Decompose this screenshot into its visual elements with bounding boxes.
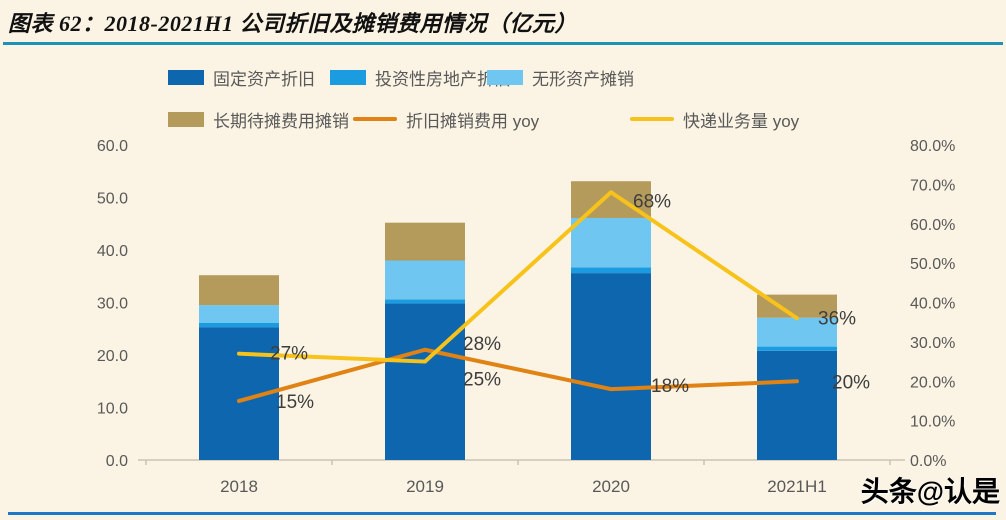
legend-item-investment-property-depreciation: 投资性房地产折旧 xyxy=(330,66,511,89)
point-value-label: 25% xyxy=(463,370,501,391)
point-value-label: 68% xyxy=(633,191,671,212)
axis-labels: 0.0 10.0 20.0 30.0 40.0 50.0 60.0 0.0% 10.0% 20.0… xyxy=(97,138,956,470)
legend-swatch-icon xyxy=(168,69,204,85)
right-axis-tick: 40.0% xyxy=(910,296,955,313)
legend-line-icon xyxy=(353,117,397,121)
legend-label: 长期待摊费用摊销 xyxy=(213,111,349,131)
figure-title: 图表 62：2018-2021H1 公司折旧及摊销费用情况（亿元） xyxy=(8,11,577,36)
legend-label: 无形资产摊销 xyxy=(532,69,634,89)
right-axis-tick: 10.0% xyxy=(910,414,955,431)
legend-item-parcel-volume-yoy: 快递业务量 yoy xyxy=(630,108,800,131)
legend-item-da-expense-yoy: 折旧摊销费用 yoy xyxy=(353,108,540,131)
bar-segment xyxy=(199,275,279,306)
chart-legend: 固定资产折旧 投资性房地产折旧 无形资产摊销 长期待摊费用摊销 折旧摊销费用 y… xyxy=(0,58,1006,136)
right-axis-tick: 80.0% xyxy=(910,138,955,155)
right-axis-tick: 60.0% xyxy=(910,217,955,234)
legend-label: 快递业务量 yoy xyxy=(683,111,800,131)
right-axis-tick: 20.0% xyxy=(910,374,955,391)
right-axis-tick: 30.0% xyxy=(910,335,955,352)
legend-swatch-icon xyxy=(168,111,204,127)
left-axis-tick: 50.0 xyxy=(97,191,128,208)
right-axis-tick: 0.0% xyxy=(910,453,946,470)
legend-item-intangible-asset-amortization: 无形资产摊销 xyxy=(487,66,634,89)
stacked-bars xyxy=(199,181,837,460)
legend-label: 折旧摊销费用 yoy xyxy=(406,111,540,131)
legend-item-long-term-deferred-amortization: 长期待摊费用摊销 xyxy=(168,108,349,131)
point-value-label: 27% xyxy=(270,344,308,365)
bar-segment xyxy=(199,322,279,328)
legend-swatch-icon xyxy=(330,69,366,85)
legend-label: 固定资产折旧 xyxy=(213,69,315,89)
left-axis-tick: 40.0 xyxy=(97,243,128,260)
line-series-1 xyxy=(237,190,799,364)
bar-segment xyxy=(757,346,837,351)
bar-segment xyxy=(571,273,651,460)
bottom-divider xyxy=(8,512,996,515)
left-axis-tick: 10.0 xyxy=(97,401,128,418)
bar-segment xyxy=(757,294,837,318)
x-axis-category-label: 2019 xyxy=(406,477,444,496)
legend-swatch-icon xyxy=(487,69,523,85)
right-axis-tick: 70.0% xyxy=(910,177,955,194)
bar-segment xyxy=(385,303,465,460)
point-value-label: 28% xyxy=(463,334,501,355)
x-axis-category-label: 2021H1 xyxy=(767,477,827,496)
bar-segment xyxy=(571,267,651,274)
legend-item-fixed-asset-depreciation: 固定资产折旧 xyxy=(168,66,315,89)
left-axis-tick: 60.0 xyxy=(97,138,128,155)
bar-segment xyxy=(199,305,279,323)
point-value-label: 18% xyxy=(651,376,689,397)
point-value-label: 36% xyxy=(818,308,856,329)
line-series-0 xyxy=(237,347,799,403)
left-axis-tick: 30.0 xyxy=(97,296,128,313)
right-axis-tick: 50.0% xyxy=(910,256,955,273)
bar-segment xyxy=(385,222,465,261)
legend-line-icon xyxy=(630,117,674,121)
bar-segment xyxy=(385,260,465,300)
bar-segment xyxy=(385,299,465,304)
watermark: 头条@认是 xyxy=(860,476,1000,507)
bar-segment xyxy=(757,317,837,347)
legend-label: 投资性房地产折旧 xyxy=(375,69,511,89)
x-axis-category-label: 2018 xyxy=(220,477,258,496)
left-axis-tick: 0.0 xyxy=(106,453,128,470)
x-axis-category-label: 2020 xyxy=(592,477,630,496)
point-value-label: 15% xyxy=(276,392,314,413)
bar-segment xyxy=(757,350,837,460)
bar-segment xyxy=(571,217,651,268)
x-axis: 2018 2019 2020 2021H1 xyxy=(138,459,905,496)
left-axis-tick: 20.0 xyxy=(97,348,128,365)
data-labels: 15% 28% 18% 20% 27% 25% 68% 36% xyxy=(270,191,870,413)
title-divider xyxy=(3,42,1003,45)
point-value-label: 20% xyxy=(832,372,870,393)
